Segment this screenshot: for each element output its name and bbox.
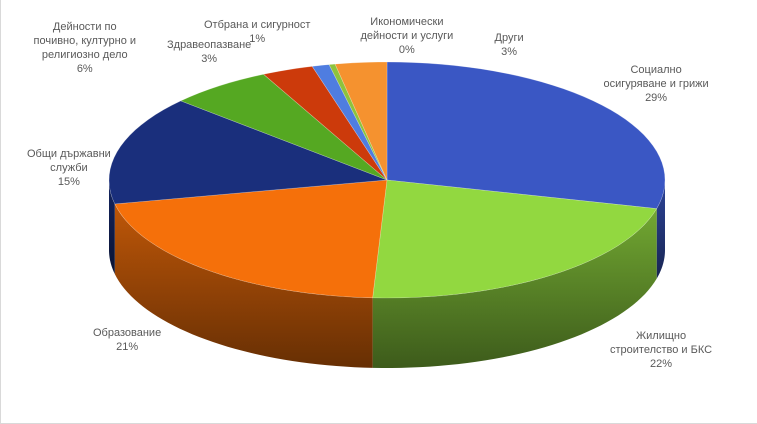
- data-label-2: Образование 21%: [93, 326, 161, 354]
- pie-slice-8: [334, 61, 388, 181]
- data-label-percent: 3%: [501, 46, 517, 58]
- pie-slice-7: [328, 63, 388, 181]
- data-label-4: Дейности по почивно, културно и религиозно…: [34, 20, 137, 76]
- data-label-8: Други 3%: [495, 31, 524, 59]
- data-label-category-line: Жилищно: [635, 330, 687, 342]
- data-label-0: Социално осигуряване и грижи 29%: [604, 63, 709, 105]
- data-label-3: Общи държавни служби 15%: [27, 147, 111, 189]
- pie-slice-6: [311, 64, 388, 181]
- data-label-category-line: Други: [494, 32, 524, 44]
- data-label-6: Отбрана и сигурност 1%: [204, 18, 310, 46]
- data-label-percent: 22%: [650, 358, 673, 370]
- data-label-category-line: Икономически: [370, 16, 444, 28]
- pie-slice-3: [108, 100, 388, 205]
- data-label-percent: 3%: [201, 53, 218, 65]
- pie-slice-4: [179, 73, 388, 181]
- data-label-category-line: Общи държавни: [27, 148, 111, 160]
- data-label-category-line: служби: [50, 162, 88, 174]
- pie-wall-1: [372, 208, 657, 368]
- data-label-7: Икономически дейности и услуги 0%: [361, 15, 454, 57]
- data-label-category-line: почивно, културно и: [33, 35, 137, 47]
- pie-slice-2: [114, 179, 388, 299]
- data-label-category-line: строителство и БКС: [610, 344, 713, 356]
- data-label-percent: 15%: [57, 176, 80, 188]
- data-label-percent: 6%: [76, 63, 93, 75]
- data-label-category-line: Образование: [93, 327, 162, 339]
- data-label-category-line: Дейности по: [52, 21, 117, 33]
- pie-slice-5: [262, 66, 388, 181]
- data-label-category-line: Социално: [630, 64, 682, 76]
- pie-side-walls: [109, 180, 665, 368]
- data-label-1: Жилищно строителство и БКС 22%: [610, 329, 712, 371]
- pie-wall-3: [109, 180, 115, 274]
- pie-slice-1: [372, 179, 658, 299]
- data-label-5: Здравеопазване 3%: [167, 38, 251, 66]
- data-label-category-line: Отбрана и сигурност: [204, 19, 311, 31]
- data-label-percent: 29%: [645, 92, 668, 104]
- data-label-category-line: осигуряване и грижи: [603, 78, 709, 90]
- pie-top-faces: [108, 61, 666, 299]
- data-label-percent: 0%: [398, 44, 415, 56]
- pie-slice-0: [386, 61, 666, 209]
- pie-wall-0: [656, 180, 665, 279]
- pie-wall-2: [114, 203, 373, 368]
- data-label-category-line: дейности и услуги: [360, 30, 454, 42]
- data-label-percent: 21%: [116, 341, 139, 353]
- data-label-percent: 1%: [249, 33, 266, 45]
- data-label-category-line: Здравеопазване: [167, 39, 252, 51]
- data-label-category-line: религиозно дело: [41, 49, 128, 61]
